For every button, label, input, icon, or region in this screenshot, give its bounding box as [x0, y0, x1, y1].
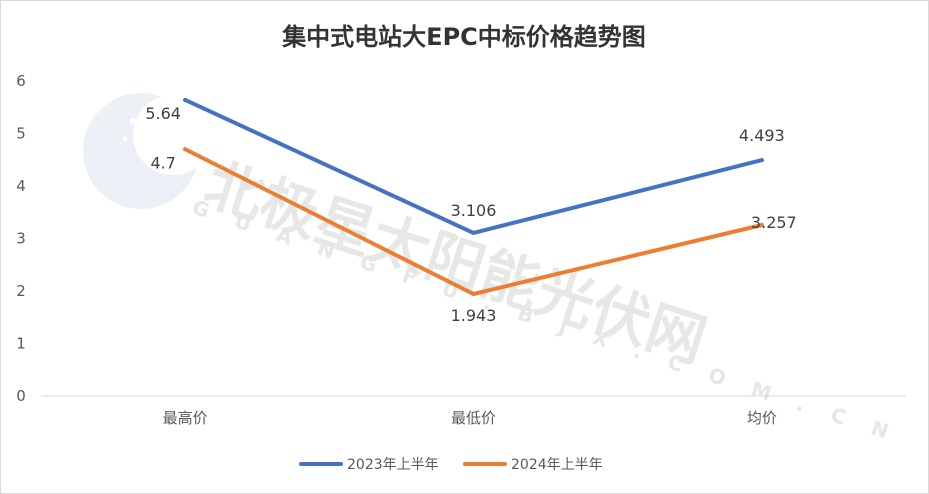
legend: 2023年上半年 2024年上半年	[299, 457, 603, 473]
data-label: 1.943	[451, 306, 497, 325]
data-point	[471, 230, 476, 235]
data-point	[759, 223, 764, 228]
legend-label: 2023年上半年	[347, 457, 439, 473]
x-tick-label: 最高价	[163, 409, 208, 427]
legend-label: 2024年上半年	[511, 457, 603, 473]
data-labels: 5.64 3.106 4.493 4.7 1.943 3.257	[145, 104, 796, 325]
x-tick-label: 均价	[747, 409, 777, 427]
watermark: 北极星太阳能光伏网 GUANGFU.BJX.COM.CN	[83, 93, 918, 452]
data-point	[183, 147, 188, 152]
y-tick-label: 4	[16, 177, 26, 195]
data-label: 4.493	[739, 126, 785, 145]
y-tick-label: 6	[16, 72, 26, 90]
y-tick-label: 2	[16, 282, 26, 300]
x-tick-label: 最低价	[451, 409, 496, 427]
data-label: 3.257	[751, 213, 797, 232]
data-point	[183, 97, 188, 102]
data-point	[759, 158, 764, 163]
y-tick-label: 1	[16, 335, 26, 353]
y-axis: 0 1 2 3 4 5 6	[16, 72, 26, 405]
y-tick-label: 0	[16, 387, 26, 405]
y-tick-label: 3	[16, 230, 26, 248]
data-point	[471, 291, 476, 296]
data-label: 3.106	[451, 201, 497, 220]
data-label: 5.64	[145, 104, 181, 123]
series-layer	[183, 97, 764, 296]
data-label: 4.7	[150, 153, 175, 172]
y-tick-label: 5	[16, 125, 26, 143]
chart-title: 集中式电站大EPC中标价格趋势图	[281, 23, 646, 51]
x-axis: 最高价 最低价 均价	[163, 409, 777, 427]
watermark-subtext: GUANGFU.BJX.COM.CN	[189, 195, 918, 452]
